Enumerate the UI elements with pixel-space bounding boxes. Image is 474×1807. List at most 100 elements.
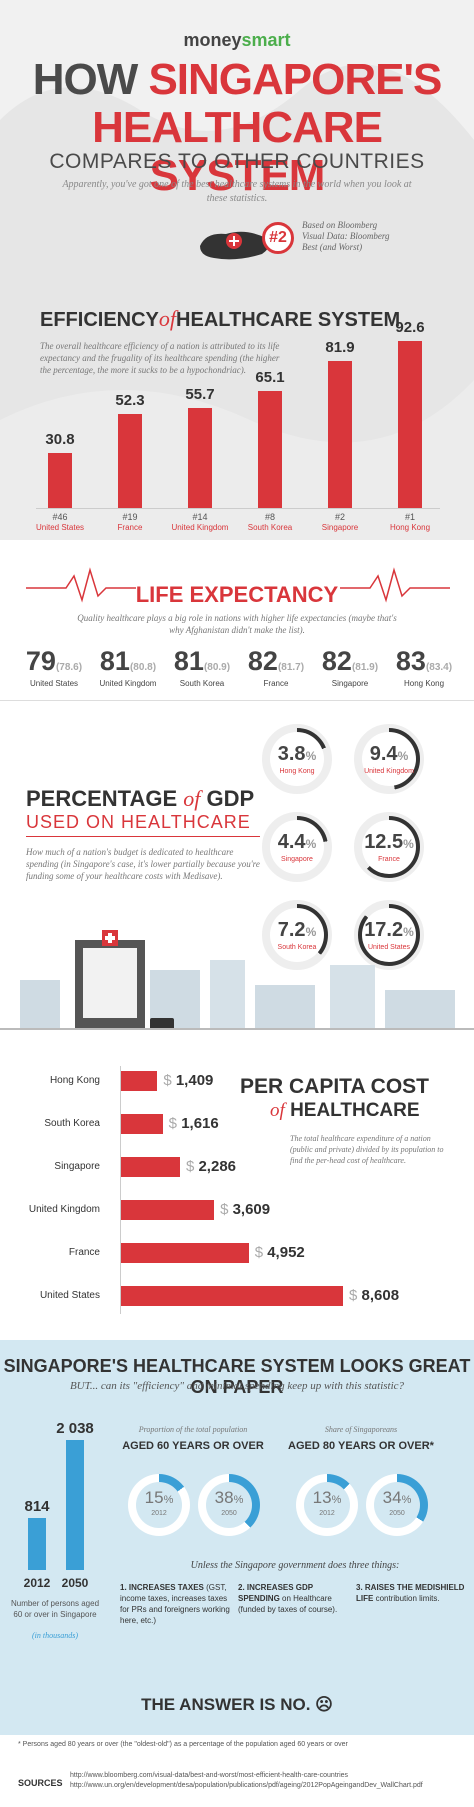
efficiency-country: Singapore (321, 523, 359, 532)
life-value: 79(78.6) (25, 646, 83, 676)
per-capita-description: The total healthcare expenditure of a na… (290, 1134, 444, 1165)
percent-sign: % (401, 1494, 412, 1506)
divider (0, 700, 474, 701)
efficiency-description: The overall healthcare efficiency of a n… (40, 341, 280, 375)
aging-title: SINGAPORE'S HEALTHCARE SYSTEM LOOKS GREA… (3, 1356, 471, 1397)
efficiency-value: 92.6 (395, 319, 425, 337)
group1-top: Proportion of the total population (138, 1425, 248, 1434)
life-item: 79(78.6) United States (16, 646, 92, 688)
hospital-skyline (0, 930, 474, 1030)
percent-sign: % (397, 749, 409, 763)
per-capita-axis (120, 1066, 121, 1314)
rank-note: Based on Bloomberg Visual Data: Bloomber… (302, 220, 390, 252)
gdp-description: How much of a nation's budget is dedicat… (26, 847, 260, 881)
efficiency-value: 81.9 (325, 338, 355, 356)
gdp-underline (26, 836, 260, 837)
gdp-country: Hong Kong (279, 768, 315, 775)
per-capita-amount: 1,409 (175, 1072, 214, 1089)
heartbeat-line (26, 567, 450, 603)
per-capita-bar (121, 1243, 249, 1263)
aging-year: 2012 (23, 1576, 51, 1590)
aging-ring-value: 15% (144, 1488, 174, 1507)
aging-value: 814 (24, 1498, 50, 1516)
source-link-1[interactable]: http://www.bloomberg.com/visual-data/bes… (70, 1772, 349, 1779)
efficiency-rank: #2 (334, 512, 345, 522)
answer-text: THE ANSWER IS NO. ☹ (141, 1695, 333, 1714)
per-capita-country: Singapore (54, 1161, 100, 1172)
efficiency-baseline (36, 508, 440, 509)
gdp-value: 7.2% (277, 919, 317, 941)
currency-sign: $ (254, 1244, 268, 1261)
aging-ring-year: 2012 (151, 1510, 167, 1517)
gdp-circle-inner (270, 908, 324, 962)
life-value: 83(83.4) (395, 646, 453, 676)
per-capita-bar (121, 1071, 158, 1091)
percent-sign: % (331, 1494, 342, 1506)
efficiency-rank: #14 (192, 512, 208, 522)
per-capita-country: United States (39, 1290, 100, 1301)
efficiency-bar (398, 341, 422, 508)
aging-ring-inner (304, 1482, 350, 1528)
aging-bar-caption: Number of persons aged 60 or over in Sin… (10, 1599, 100, 1619)
aging-bar (66, 1440, 84, 1570)
gdp-circle-inner (270, 820, 324, 874)
life-item: 81(80.8) United Kingdom (90, 646, 166, 688)
per-capita-amount: 8,608 (361, 1287, 400, 1304)
life-value: 82(81.9) (321, 646, 379, 676)
title-line-1: HOW SINGAPORE'S (32, 55, 443, 104)
gdp-value: 12.5% (364, 831, 414, 853)
step-head: 1. INCREASES TAXES (120, 1583, 207, 1592)
per-capita-value: $ 2,286 (186, 1158, 236, 1175)
per-capita-title: PER CAPITA COST (240, 1075, 430, 1098)
life-item: 82(81.7) France (238, 646, 314, 688)
gdp-country: South Korea (277, 944, 317, 951)
per-capita-bar (121, 1114, 163, 1134)
life-country: Singapore (331, 679, 369, 688)
source-link-2[interactable]: http://www.un.org/en/development/desa/po… (70, 1782, 423, 1789)
step-item: 1. INCREASES TAXES (GST, income taxes, i… (120, 1582, 230, 1626)
per-capita-country: South Korea (44, 1118, 100, 1129)
efficiency-bar (328, 360, 352, 508)
per-capita-amount: 4,952 (267, 1244, 305, 1261)
currency-sign: $ (349, 1287, 362, 1304)
gdp-circle: 3.8% Hong Kong (262, 724, 332, 794)
aging-bar-unit: (in thousands) (32, 1631, 78, 1640)
unless-text: Unless the Singapore government does thr… (190, 1560, 400, 1571)
efficiency-bar (188, 407, 212, 508)
subtitle: Apparently, you've got one of the best h… (62, 179, 412, 204)
footnote: * Persons aged 80 years or over (the "ol… (18, 1741, 348, 1748)
efficiency-title: EFFICIENCYofHEALTHCARE SYSTEM (40, 306, 401, 331)
aging-ring: 13% 2012 (296, 1474, 358, 1536)
step-body: on Healthcare (funded by taxes of course… (238, 1594, 338, 1614)
currency-sign: $ (163, 1072, 176, 1089)
percent-sign: % (163, 1494, 174, 1506)
gdp-title: PERCENTAGE of GDP (26, 786, 255, 811)
efficiency-rank: #1 (404, 512, 415, 522)
gdp-value: 4.4% (277, 831, 317, 853)
life-precise: (78.6) (55, 662, 83, 673)
per-capita-country: France (68, 1247, 100, 1258)
currency-sign: $ (220, 1201, 233, 1218)
gdp-circle: 7.2% South Korea (262, 900, 332, 970)
efficiency-value: 52.3 (115, 391, 145, 409)
step-body: contribution limits. (375, 1594, 440, 1603)
group2-head: AGED 80 YEARS OR OVER* (288, 1440, 434, 1452)
percent-sign: % (305, 837, 317, 851)
percent-sign: % (305, 925, 317, 939)
efficiency-country: United Kingdom (171, 523, 229, 532)
per-capita-country: Hong Kong (49, 1075, 100, 1086)
gdp-circle: 9.4% United Kingdom (354, 724, 424, 794)
title-line-2: HEALTHCARE SYSTEM (92, 103, 383, 200)
life-precise: (83.4) (425, 662, 453, 673)
efficiency-value: 65.1 (255, 368, 285, 386)
aging-ring-value: 13% (312, 1488, 342, 1507)
step-item: 3. RAISES THE MEDISHIELD LIFE contributi… (356, 1582, 466, 1604)
step-body: (GST, income taxes, increases taxes for … (120, 1583, 230, 1625)
aging-ring-inner (136, 1482, 182, 1528)
aging-ring-value: 38% (214, 1488, 244, 1507)
aging-year: 2050 (61, 1576, 89, 1590)
aging-ring: 15% 2012 (128, 1474, 190, 1536)
efficiency-rank: #8 (264, 512, 275, 522)
rank-badge: #2 (262, 222, 294, 254)
gdp-country: United States (367, 944, 411, 951)
